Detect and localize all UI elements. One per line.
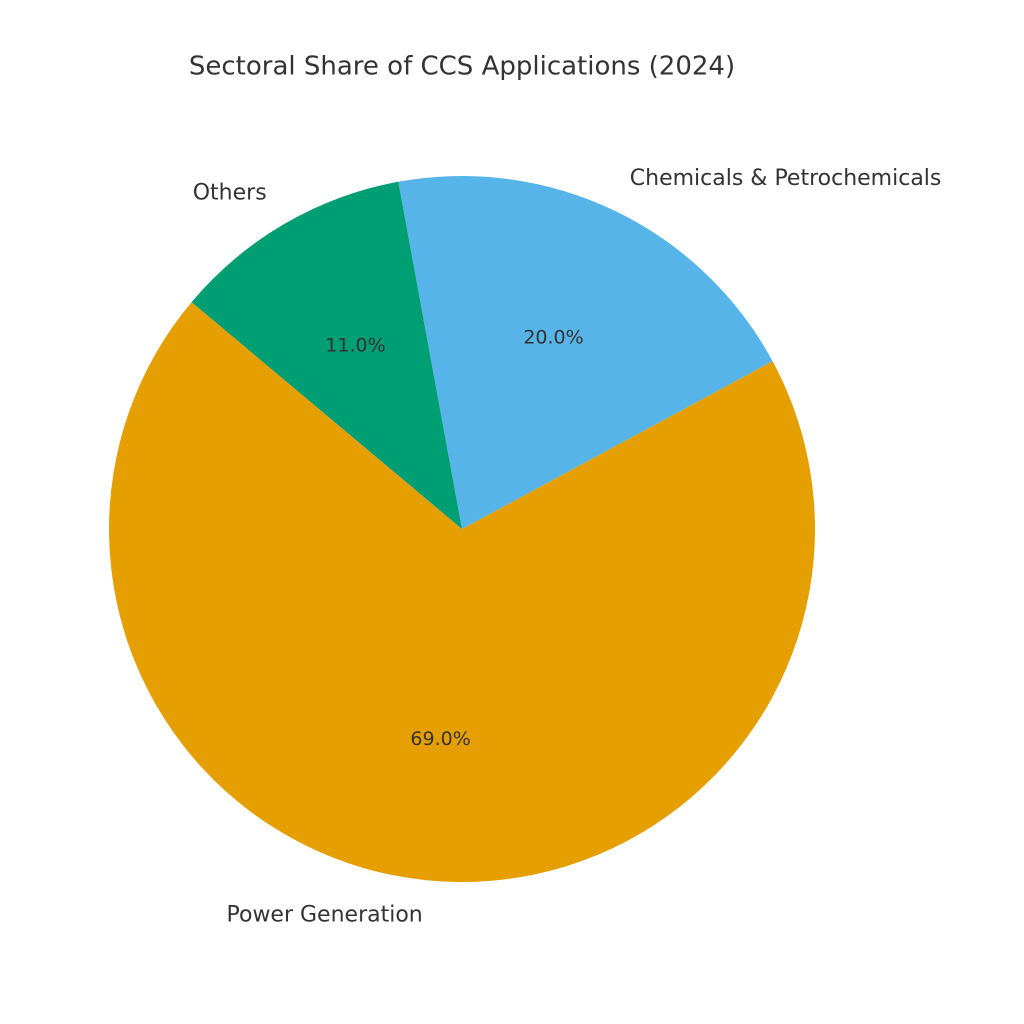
- slice-label: Power Generation: [227, 902, 423, 927]
- pie-slice: [191, 181, 463, 530]
- slice-label: Chemicals & Petrochemicals: [630, 166, 942, 191]
- value-label: 20.0%: [523, 326, 583, 348]
- pie-slice: [398, 176, 773, 529]
- value-label: 69.0%: [410, 728, 470, 750]
- chart-title: Sectoral Share of CCS Applications (2024…: [189, 52, 735, 82]
- pie-slice: [109, 302, 816, 883]
- slice-label: Others: [193, 180, 267, 205]
- value-label: 11.0%: [325, 334, 385, 356]
